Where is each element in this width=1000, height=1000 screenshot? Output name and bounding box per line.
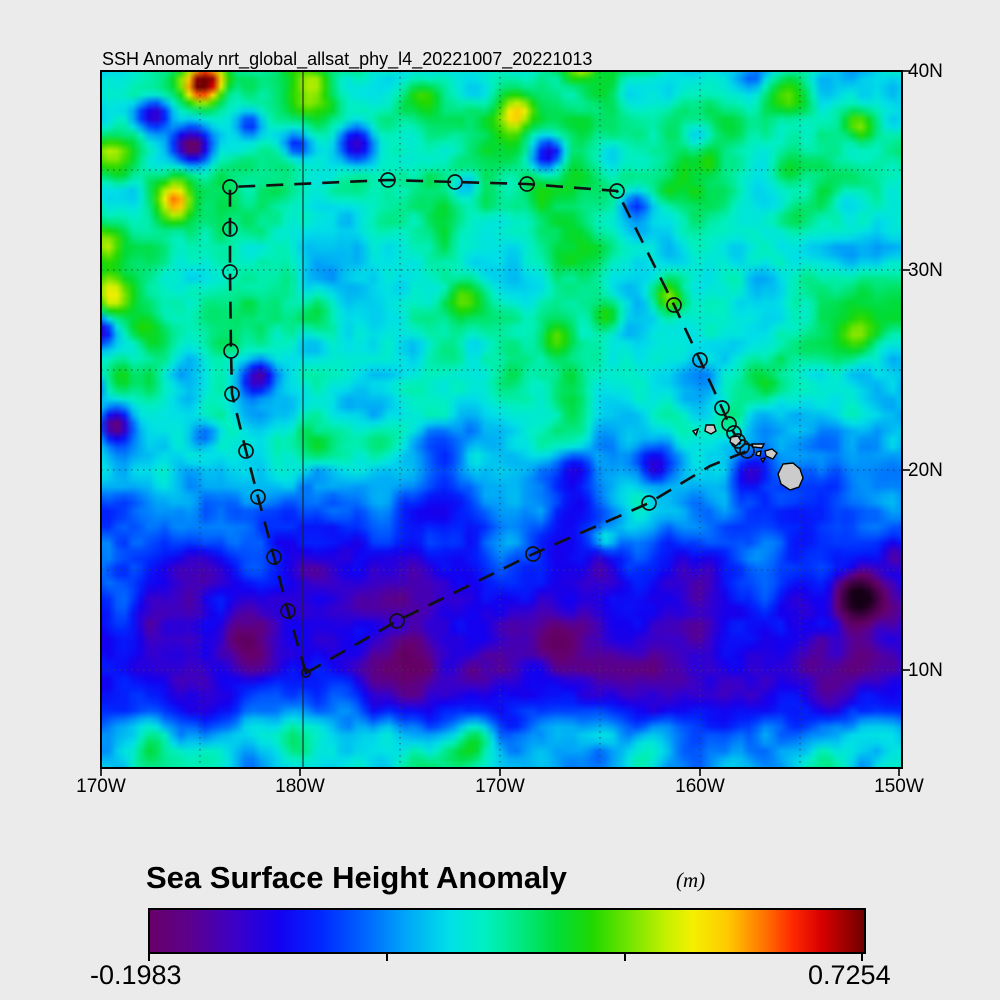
x-tick-label: 150W	[874, 776, 924, 797]
colorbar-tick	[624, 952, 626, 961]
colorbar-tick	[861, 952, 863, 961]
colorbar-tick	[148, 952, 150, 961]
colorbar-tick	[386, 952, 388, 961]
colorbar-min-value: -0.1983	[90, 960, 182, 990]
colorbar-gradient	[148, 908, 866, 954]
y-tick-label: 20N	[908, 460, 943, 481]
x-tick-label: 180W	[275, 776, 325, 797]
x-tick-label: 170W	[76, 776, 126, 797]
colorbar-units: (m)	[676, 868, 706, 892]
y-tick-label: 30N	[908, 260, 943, 281]
x-tick-label: 160W	[675, 776, 725, 797]
y-tick-label: 40N	[908, 61, 943, 82]
map-title: SSH Anomaly nrt_global_allsat_phy_l4_202…	[102, 49, 593, 69]
colorbar-max-value: 0.7254	[808, 960, 891, 990]
x-tick-label: 170W	[475, 776, 525, 797]
colorbar-title: Sea Surface Height Anomaly	[146, 860, 567, 895]
ssh-anomaly-field-raster	[101, 71, 902, 768]
y-tick-label: 10N	[908, 660, 943, 681]
